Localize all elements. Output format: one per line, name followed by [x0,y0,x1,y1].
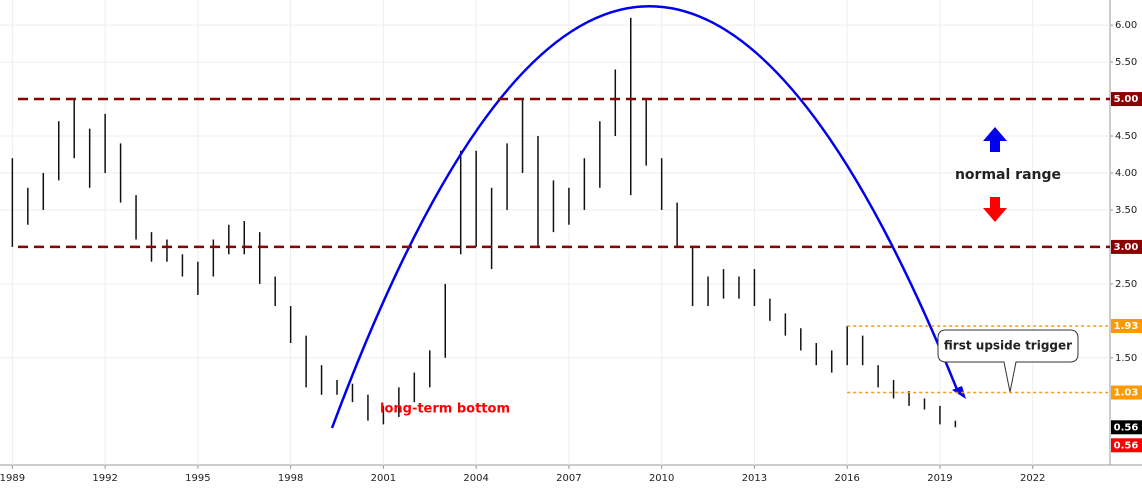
level-label: 0.56 [1114,422,1139,433]
y-tick-label: 5.50 [1115,57,1137,68]
down-arrow [983,197,1007,222]
x-tick-label: 1989 [0,473,25,484]
level-badge [1111,319,1142,334]
y-tick-label: 6.00 [1115,20,1137,31]
x-tick-label: 2007 [556,473,581,484]
y-tick-label: 1.50 [1115,353,1137,364]
x-tick-label: 1998 [278,473,303,484]
annotation: long-term bottom [380,402,510,417]
y-tick-label: 4.50 [1115,131,1137,142]
level-label: 1.93 [1114,321,1139,332]
level-badge [1111,239,1142,254]
level-label: 1.03 [1114,388,1139,399]
x-tick-label: 2010 [649,473,674,484]
y-tick-label: 4.00 [1115,168,1137,179]
y-tick-label: 3.50 [1115,205,1137,216]
x-tick-label: 1995 [185,473,210,484]
y-tick-label: 2.50 [1115,279,1137,290]
level-badge [1111,438,1142,453]
x-tick-label: 2013 [742,473,767,484]
level-label: 0.56 [1114,440,1139,451]
annotation: normal range [955,167,1061,183]
x-tick-label: 2004 [463,473,488,484]
level-badge [1111,420,1142,435]
plot [0,0,1110,465]
x-tick-label: 1992 [92,473,117,484]
callout [937,329,1079,393]
x-tick-label: 2019 [927,473,952,484]
level-label: 5.00 [1114,94,1139,105]
level-badge [1111,385,1142,400]
level-label: 3.00 [1114,242,1139,253]
x-tick-label: 2001 [371,473,396,484]
x-tick-label: 2016 [834,473,859,484]
arc [330,5,960,429]
up-arrow [983,127,1007,152]
level-badge [1111,92,1142,107]
annotation: first upside trigger [944,339,1072,353]
x-tick-label: 2022 [1020,473,1045,484]
arc-arrowhead [952,386,966,399]
